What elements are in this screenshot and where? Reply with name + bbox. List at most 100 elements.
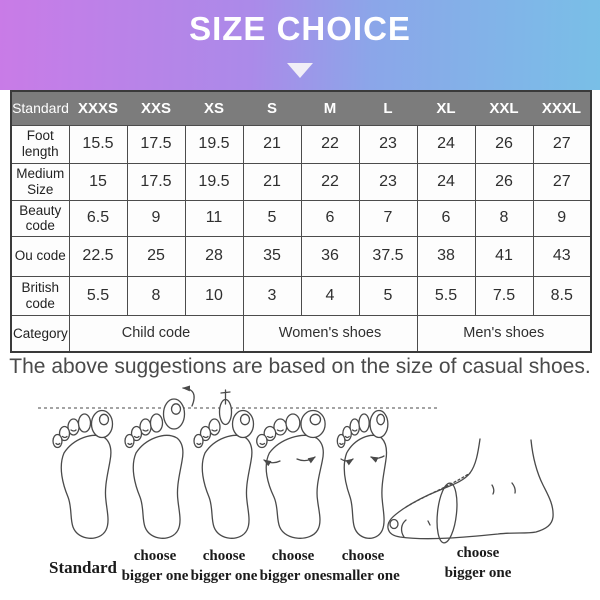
col-header-standard: Standard xyxy=(11,91,69,125)
table-row-category: Category Child code Women's shoes Men's … xyxy=(10,314,592,353)
diagram-label-smaller: choose smaller one xyxy=(326,548,400,584)
foot-standard xyxy=(52,409,114,539)
cell: 5.5 xyxy=(416,275,476,316)
caption-text: The above suggestions are based on the s… xyxy=(9,355,591,378)
foot-high-instep xyxy=(387,438,554,544)
cell: 43 xyxy=(532,235,592,277)
page-title: SIZE CHOICE xyxy=(189,10,411,47)
cell: 27 xyxy=(532,162,592,201)
diagram-label-bigger-4: choose bigger one xyxy=(444,545,512,581)
table-row-british-code: British code 5.5 8 10 3 4 5 5.5 7.5 8.5 xyxy=(10,275,592,316)
toe-nail xyxy=(389,518,399,530)
curved-arrow-icon xyxy=(182,385,195,407)
foot-long-big-toe xyxy=(124,385,195,539)
diagram-label-bigger-1: choose bigger one xyxy=(121,548,189,584)
row-label: Ou code xyxy=(10,235,70,277)
foot-narrow xyxy=(336,409,389,539)
col-header-xxxl: XXXL xyxy=(533,91,591,125)
down-arrow-icon xyxy=(287,63,313,78)
cell: 26 xyxy=(474,124,534,164)
cell: 24 xyxy=(416,162,476,201)
foot-wide xyxy=(255,409,326,540)
cell: 17.5 xyxy=(126,162,186,201)
cell: 25 xyxy=(126,235,186,277)
cell: 19.5 xyxy=(184,124,244,164)
cell: 6.5 xyxy=(68,199,128,237)
foot-long-second-toe xyxy=(193,389,255,539)
foot-diagrams xyxy=(38,385,554,544)
table-header-row: Standard XXXS XXS XS S M L XL XXL XXXL xyxy=(11,91,591,125)
row-label: British code xyxy=(10,275,70,316)
col-header-l: L xyxy=(359,91,417,125)
arrow-inward-left-icon xyxy=(340,458,354,466)
cell: 9 xyxy=(126,199,186,237)
diagram-label-bigger-2: choose bigger one xyxy=(190,548,258,584)
arrow-left-icon xyxy=(263,459,281,467)
cell: 26 xyxy=(474,162,534,201)
row-label: Medium Size xyxy=(10,162,70,201)
cell: 21 xyxy=(242,124,302,164)
cell: 8.5 xyxy=(532,275,592,316)
col-header-xxxs: XXXS xyxy=(69,91,127,125)
table-row-foot-length: Foot length 15.5 17.5 19.5 21 22 23 24 2… xyxy=(10,124,592,164)
cell: 24 xyxy=(416,124,476,164)
cell: 4 xyxy=(300,275,360,316)
tick-mark-icon xyxy=(220,389,231,405)
diagram-label-standard: Standard xyxy=(48,558,118,577)
col-header-xs: XS xyxy=(185,91,243,125)
size-table: Standard XXXS XXS XS S M L XL XXL XXXL F… xyxy=(10,90,592,354)
table-row-ou-code: Ou code 22.5 25 28 35 36 37.5 38 41 43 xyxy=(10,235,592,277)
cell: 28 xyxy=(184,235,244,277)
arrow-right-icon xyxy=(296,456,316,464)
cell: 5.5 xyxy=(68,275,128,316)
cell: 10 xyxy=(184,275,244,316)
table-row-medium-size: Medium Size 15 17.5 19.5 21 22 23 24 26 … xyxy=(10,162,592,201)
toe-separation-line xyxy=(400,519,431,538)
cell: 27 xyxy=(532,124,592,164)
cell: 22 xyxy=(300,124,360,164)
row-label: Foot length xyxy=(10,124,70,164)
cell: 15 xyxy=(68,162,128,201)
cell: 8 xyxy=(126,275,186,316)
instep-dotted-line xyxy=(405,472,471,508)
col-header-xxs: XXS xyxy=(127,91,185,125)
cell: 37.5 xyxy=(358,235,418,277)
row-label: Beauty code xyxy=(10,199,70,237)
cell: 8 xyxy=(474,199,534,237)
cell: 9 xyxy=(532,199,592,237)
cell: 3 xyxy=(242,275,302,316)
cell: 6 xyxy=(300,199,360,237)
cell: 15.5 xyxy=(68,124,128,164)
category-child: Child code xyxy=(68,314,244,353)
row-label: Category xyxy=(10,314,70,353)
cell: 21 xyxy=(242,162,302,201)
cell: 5 xyxy=(358,275,418,316)
cell: 35 xyxy=(242,235,302,277)
cell: 5 xyxy=(242,199,302,237)
cell: 23 xyxy=(358,124,418,164)
category-men: Men's shoes xyxy=(416,314,592,353)
diagram-label-bigger-3: choose bigger one xyxy=(259,548,327,584)
cell: 7 xyxy=(358,199,418,237)
cell: 38 xyxy=(416,235,476,277)
table-row-beauty-code: Beauty code 6.5 9 11 5 6 7 6 8 9 xyxy=(10,199,592,237)
col-header-s: S xyxy=(243,91,301,125)
col-header-m: M xyxy=(301,91,359,125)
cell: 41 xyxy=(474,235,534,277)
cell: 6 xyxy=(416,199,476,237)
cell: 22 xyxy=(300,162,360,201)
cell: 19.5 xyxy=(184,162,244,201)
cell: 22.5 xyxy=(68,235,128,277)
cell: 17.5 xyxy=(126,124,186,164)
girth-ellipse xyxy=(436,482,458,544)
category-women: Women's shoes xyxy=(242,314,418,353)
cell: 36 xyxy=(300,235,360,277)
arrow-inward-right-icon xyxy=(370,455,385,463)
col-header-xl: XL xyxy=(417,91,475,125)
cell: 11 xyxy=(184,199,244,237)
gradient-banner: SIZE CHOICE xyxy=(0,0,600,90)
cell: 23 xyxy=(358,162,418,201)
ankle-dimple-lines xyxy=(491,482,516,495)
cell: 7.5 xyxy=(474,275,534,316)
col-header-xxl: XXL xyxy=(475,91,533,125)
